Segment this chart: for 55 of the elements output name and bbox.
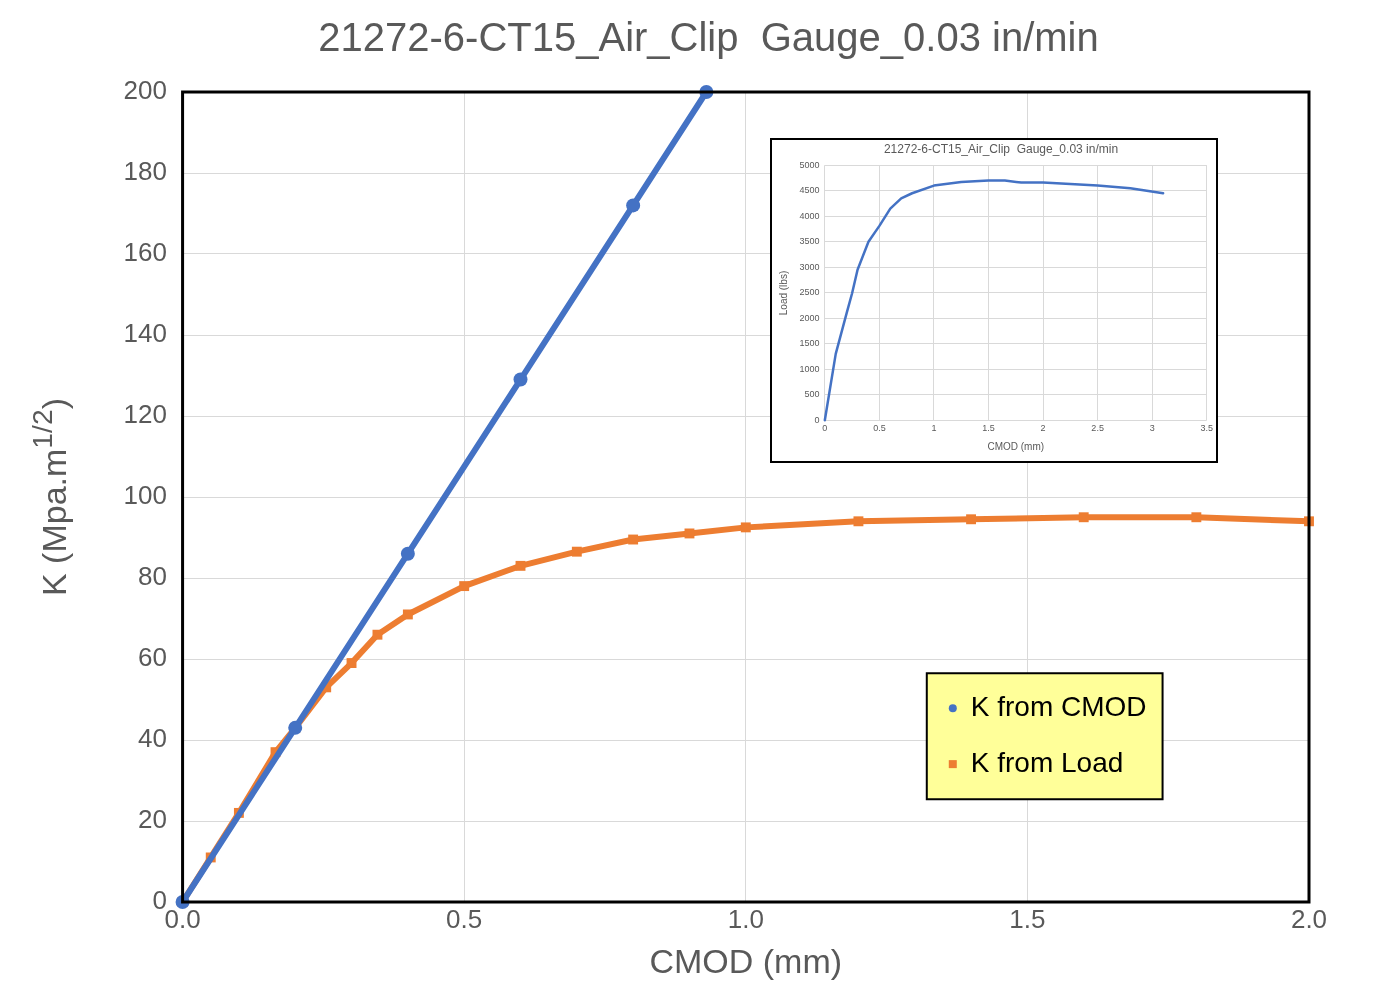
x-tick-label: 1.5	[1009, 903, 1046, 934]
y-tick-label: 100	[123, 480, 167, 511]
y-tick-label: 140	[123, 318, 167, 349]
x-tick-label: 0.5	[446, 903, 483, 934]
y-tick-label: 3000	[799, 261, 820, 272]
point	[571, 546, 582, 557]
point	[346, 658, 357, 668]
point	[853, 516, 864, 527]
y-tick-label: 160	[123, 237, 167, 268]
point	[966, 514, 977, 525]
y-tick-label: 200	[123, 75, 167, 106]
y-tick-label: 120	[123, 399, 167, 430]
x-axis-title: CMOD (mm)	[987, 440, 1045, 452]
x-tick-label: 3.5	[1200, 423, 1213, 434]
legend-label: K from Load	[970, 746, 1124, 778]
x-tick-label: 2.5	[1091, 423, 1104, 434]
x-axis-title: CMOD (mm)	[649, 941, 843, 980]
y-tick-label: 4000	[799, 210, 820, 221]
x-tick-label: 1	[931, 423, 937, 434]
y-tick-label: 20	[138, 804, 167, 835]
x-tick-label: 3	[1149, 423, 1155, 434]
y-tick-label: 1000	[799, 363, 820, 374]
chart-title: 21272-6-CT15_Air_Clip Gauge_0.03 in/min	[318, 15, 1099, 60]
y-tick-label: 500	[804, 389, 820, 400]
point	[515, 560, 526, 571]
legend-label: K from CMOD	[970, 690, 1147, 722]
x-tick-label: 2.0	[1290, 903, 1328, 934]
point	[513, 372, 528, 387]
point	[1078, 512, 1089, 523]
x-tick-label: 1.0	[727, 903, 764, 934]
y-tick-label: 5000	[799, 159, 820, 170]
y-tick-label: 180	[123, 156, 167, 187]
x-tick-label: 0.5	[873, 423, 886, 434]
y-tick-label: 4500	[799, 185, 820, 196]
y-tick-label: 2000	[799, 312, 820, 323]
y-tick-label: 2500	[799, 287, 820, 298]
y-tick-label: 1500	[799, 338, 820, 349]
point	[1191, 512, 1202, 523]
point	[628, 534, 639, 545]
point	[459, 581, 470, 592]
point	[402, 609, 413, 620]
x-tick-label: 1.5	[982, 423, 995, 434]
y-tick-label: 0	[814, 414, 820, 425]
x-tick-label: 0	[822, 423, 828, 434]
y-tick-label: 40	[138, 723, 167, 754]
point	[626, 198, 641, 213]
x-tick-label: 2	[1040, 423, 1046, 434]
point	[740, 522, 751, 533]
chart-title: 21272-6-CT15_Air_Clip Gauge_0.03 in/min	[883, 141, 1119, 156]
point	[372, 629, 383, 640]
y-tick-label: 60	[138, 642, 167, 673]
y-tick-label: 3500	[799, 236, 820, 247]
y-axis-title: Load (lbs)	[778, 270, 790, 315]
y-tick-label: 80	[138, 561, 167, 592]
point	[400, 546, 415, 561]
